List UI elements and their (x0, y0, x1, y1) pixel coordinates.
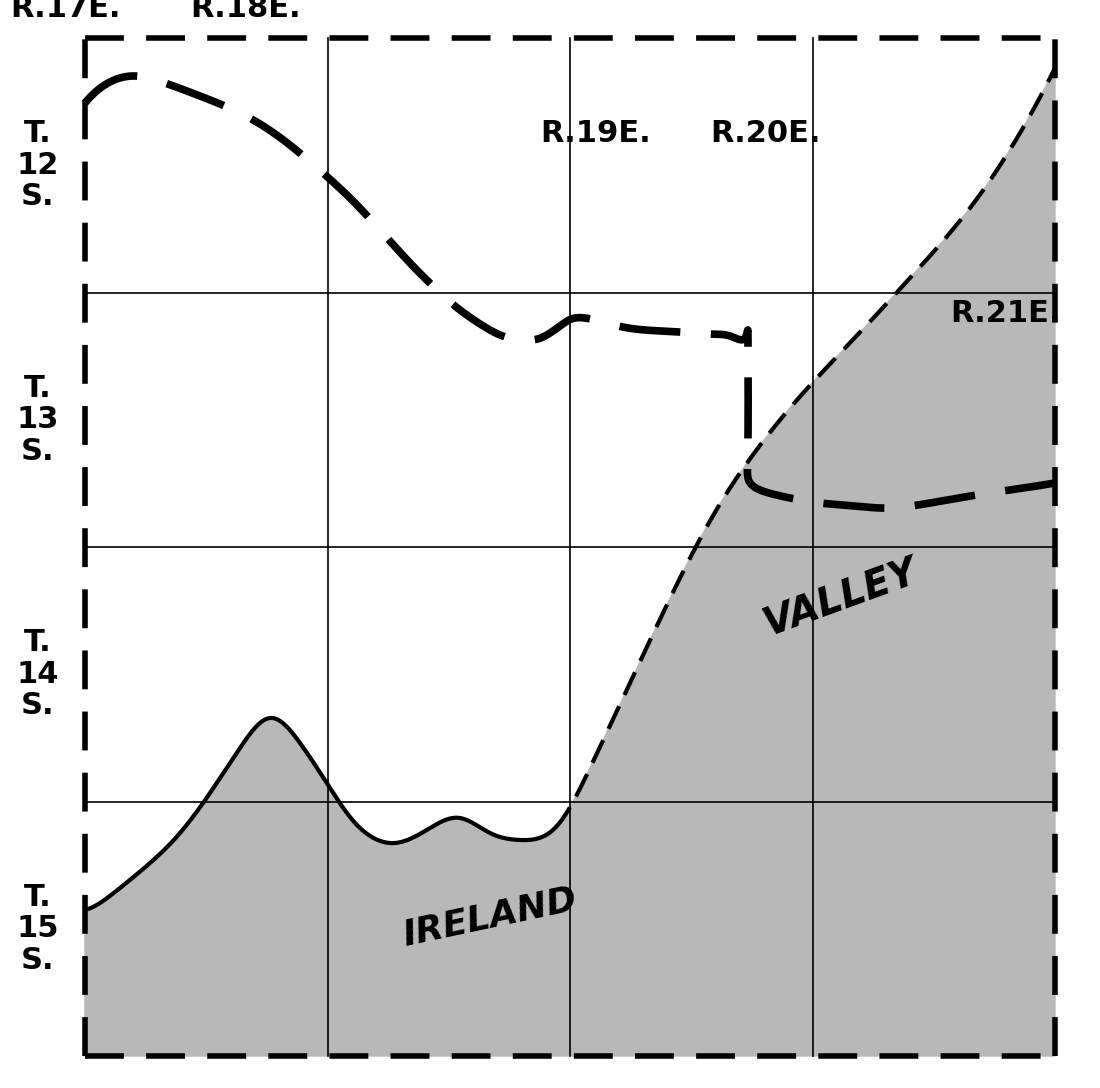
Text: T.
13
S.: T. 13 S. (16, 374, 59, 466)
Text: T.
15
S.: T. 15 S. (16, 883, 59, 975)
Text: T.
14
S.: T. 14 S. (16, 629, 59, 720)
Text: R.19E.: R.19E. (540, 119, 651, 148)
Text: R.21E.: R.21E. (950, 299, 1060, 327)
Polygon shape (85, 67, 1055, 1056)
Text: R.17E.: R.17E. (10, 0, 121, 23)
Text: T.
12
S.: T. 12 S. (16, 120, 59, 211)
Text: VALLEY: VALLEY (758, 553, 923, 643)
Text: R.18E.: R.18E. (190, 0, 300, 23)
Text: R.20E.: R.20E. (710, 119, 821, 148)
Text: IRELAND: IRELAND (399, 883, 580, 953)
